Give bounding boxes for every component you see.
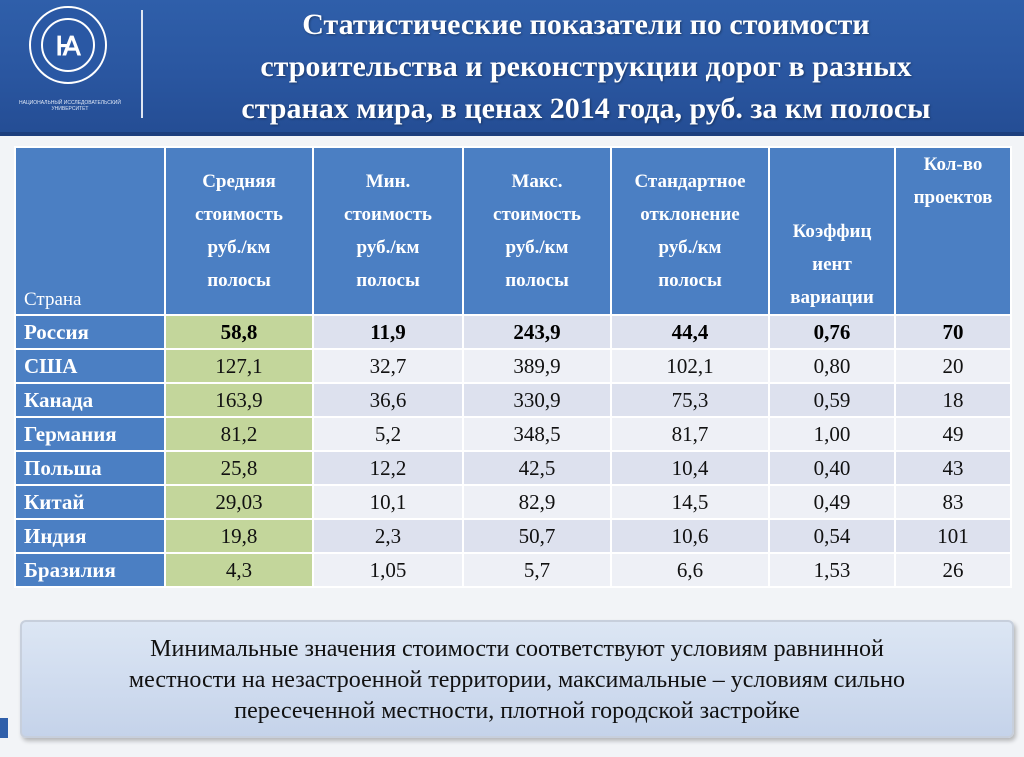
header-min-cost: Мин. стоимость руб./км полосы	[312, 146, 464, 316]
table-header-row: Страна Средняя стоимость руб./км полосы …	[14, 146, 1012, 316]
count-cell: 26	[894, 552, 1012, 588]
std-cell: 102,1	[610, 348, 770, 384]
min-cost-cell: 10,1	[312, 484, 464, 520]
min-cost-cell: 2,3	[312, 518, 464, 554]
avg-cost-cell: 81,2	[164, 416, 314, 452]
slide-title: Статистические показатели по стоимости с…	[160, 4, 1012, 130]
table-row: США 127,1 32,7 389,9 102,1 0,80 20	[14, 348, 1012, 384]
header-divider	[141, 10, 143, 118]
table-row: Германия 81,2 5,2 348,5 81,7 1,00 49	[14, 416, 1012, 452]
table-row: Индия 19,8 2,3 50,7 10,6 0,54 101	[14, 518, 1012, 554]
left-accent-bar	[0, 718, 8, 738]
min-cost-cell: 11,9	[312, 314, 464, 350]
table-row: Польша 25,8 12,2 42,5 10,4 0,40 43	[14, 450, 1012, 486]
max-cost-cell: 389,9	[462, 348, 612, 384]
min-cost-cell: 36,6	[312, 382, 464, 418]
std-cell: 14,5	[610, 484, 770, 520]
title-line-3: странах мира, в ценах 2014 года, руб. за…	[241, 92, 931, 125]
coef-cell: 1,00	[768, 416, 896, 452]
count-cell: 49	[894, 416, 1012, 452]
table-row: Россия 58,8 11,9 243,9 44,4 0,76 70	[14, 314, 1012, 350]
avg-cost-cell: 4,3	[164, 552, 314, 588]
max-cost-cell: 330,9	[462, 382, 612, 418]
avg-cost-cell: 163,9	[164, 382, 314, 418]
avg-cost-cell: 127,1	[164, 348, 314, 384]
std-cell: 10,4	[610, 450, 770, 486]
min-cost-cell: 32,7	[312, 348, 464, 384]
table-row: Бразилия 4,3 1,05 5,7 6,6 1,53 26	[14, 552, 1012, 588]
count-cell: 101	[894, 518, 1012, 554]
min-cost-cell: 12,2	[312, 450, 464, 486]
country-cell: Россия	[14, 314, 166, 350]
header-country: Страна	[14, 146, 166, 316]
std-cell: 81,7	[610, 416, 770, 452]
header-project-count: Кол-во проектов	[894, 146, 1012, 316]
coef-cell: 1,53	[768, 552, 896, 588]
count-cell: 18	[894, 382, 1012, 418]
count-cell: 20	[894, 348, 1012, 384]
slide-header: Ꙗ НАЦИОНАЛЬНЫЙ ИССЛЕДОВАТЕЛЬСКИЙ УНИВЕРС…	[0, 0, 1024, 136]
count-cell: 43	[894, 450, 1012, 486]
header-max-cost: Макс. стоимость руб./км полосы	[462, 146, 612, 316]
logo-monogram-icon: Ꙗ	[55, 31, 81, 61]
table-row: Канада 163,9 36,6 330,9 75,3 0,59 18	[14, 382, 1012, 418]
max-cost-cell: 50,7	[462, 518, 612, 554]
coef-cell: 0,76	[768, 314, 896, 350]
footnote-line-1: Минимальные значения стоимости соответст…	[150, 636, 884, 662]
max-cost-cell: 5,7	[462, 552, 612, 588]
min-cost-cell: 5,2	[312, 416, 464, 452]
title-line-1: Статистические показатели по стоимости	[302, 8, 870, 41]
logo-circle-icon: Ꙗ	[29, 6, 107, 84]
max-cost-cell: 82,9	[462, 484, 612, 520]
max-cost-cell: 42,5	[462, 450, 612, 486]
min-cost-cell: 1,05	[312, 552, 464, 588]
header-bottom-line	[0, 132, 1024, 136]
count-cell: 83	[894, 484, 1012, 520]
avg-cost-cell: 29,03	[164, 484, 314, 520]
header-avg-cost: Средняя стоимость руб./км полосы	[164, 146, 314, 316]
footnote-line-3: пересеченной местности, плотной городско…	[234, 698, 800, 724]
std-cell: 6,6	[610, 552, 770, 588]
footnote-box: Минимальные значения стоимости соответст…	[20, 620, 1014, 738]
std-cell: 44,4	[610, 314, 770, 350]
coef-cell: 0,40	[768, 450, 896, 486]
max-cost-cell: 243,9	[462, 314, 612, 350]
road-cost-table: Страна Средняя стоимость руб./км полосы …	[14, 146, 1012, 588]
country-cell: Польша	[14, 450, 166, 486]
logo-caption: НАЦИОНАЛЬНЫЙ ИССЛЕДОВАТЕЛЬСКИЙ УНИВЕРСИТ…	[19, 100, 121, 112]
std-cell: 10,6	[610, 518, 770, 554]
max-cost-cell: 348,5	[462, 416, 612, 452]
footnote-line-2: местности на незастроенной территории, м…	[128, 667, 906, 693]
country-cell: Индия	[14, 518, 166, 554]
country-cell: Бразилия	[14, 552, 166, 588]
std-cell: 75,3	[610, 382, 770, 418]
country-cell: Китай	[14, 484, 166, 520]
count-cell: 70	[894, 314, 1012, 350]
avg-cost-cell: 58,8	[164, 314, 314, 350]
avg-cost-cell: 19,8	[164, 518, 314, 554]
country-cell: Германия	[14, 416, 166, 452]
coef-cell: 0,80	[768, 348, 896, 384]
header-variation-coef: Коэффиц иент вариации	[768, 146, 896, 316]
coef-cell: 0,49	[768, 484, 896, 520]
title-line-2: строительства и реконструкции дорог в ра…	[260, 50, 912, 83]
country-cell: США	[14, 348, 166, 384]
university-logo: Ꙗ НАЦИОНАЛЬНЫЙ ИССЛЕДОВАТЕЛЬСКИЙ УНИВЕРС…	[14, 6, 124, 118]
coef-cell: 0,59	[768, 382, 896, 418]
header-std-deviation: Стандартное отклонение руб./км полосы	[610, 146, 770, 316]
country-cell: Канада	[14, 382, 166, 418]
table-row: Китай 29,03 10,1 82,9 14,5 0,49 83	[14, 484, 1012, 520]
coef-cell: 0,54	[768, 518, 896, 554]
avg-cost-cell: 25,8	[164, 450, 314, 486]
